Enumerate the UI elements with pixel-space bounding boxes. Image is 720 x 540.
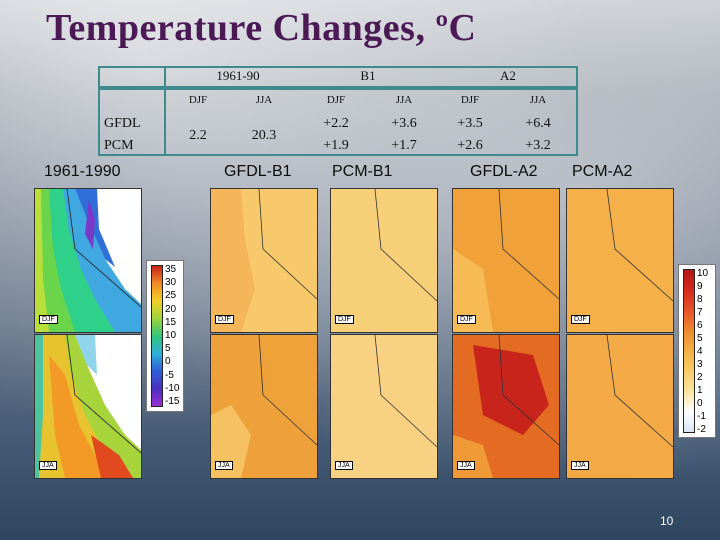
table-header-frame	[98, 66, 578, 88]
colorbar-tick-label: 1	[697, 385, 703, 396]
colorbar-tick-label: 5	[165, 343, 171, 355]
panel-label-gfdl-b1: GFDL-B1	[224, 163, 292, 180]
colorbar-tick-label: -5	[165, 369, 174, 381]
table-divider	[164, 66, 166, 156]
map-pcm-a2-jja: JJA	[566, 334, 674, 479]
season-tag: DJF	[457, 315, 476, 324]
base-djf-value: 2.2	[189, 128, 207, 143]
map-pcm-b1-djf: DJF	[330, 188, 438, 333]
colorbar-tick-label: 15	[165, 316, 177, 328]
season-tag: JJA	[215, 461, 233, 470]
map-pcm-b1-jja: JJA	[330, 334, 438, 479]
map-gfdl-b1-jja: JJA	[210, 334, 318, 479]
colorbar-tick-label: 25	[165, 290, 177, 302]
colorbar-tick-label: 10	[697, 268, 709, 279]
colorbar-tick-label: 8	[697, 294, 703, 305]
group-header-a2: A2	[500, 68, 516, 83]
group-header-base: 1961-90	[216, 68, 260, 83]
colorbar-tick-label: 20	[165, 303, 177, 315]
pcm-value: +1.7	[391, 138, 417, 153]
panel-label-pcm-b1: PCM-B1	[332, 163, 393, 180]
map-gfdl-b1-djf: DJF	[210, 188, 318, 333]
season-tag: DJF	[571, 315, 590, 324]
season-header: JJA	[255, 94, 273, 106]
colorbar-tick-label: 2	[697, 372, 703, 383]
season-header: DJF	[188, 94, 208, 106]
season-header: JJA	[529, 94, 547, 106]
group-header-b1: B1	[360, 68, 376, 83]
gfdl-value: +3.5	[457, 116, 483, 131]
map-gfdl-a2-djf: DJF	[452, 188, 560, 333]
row-label-pcm: PCM	[104, 138, 134, 153]
table-body-frame	[98, 88, 578, 156]
colorbar-tick-label: 5	[697, 333, 703, 344]
row-label-gfdl: GFDL	[104, 116, 141, 131]
season-tag: JJA	[335, 461, 353, 470]
season-tag: JJA	[457, 461, 475, 470]
colorbar-tick-label: 7	[697, 307, 703, 318]
colorbar-tick-label: 35	[165, 264, 177, 275]
colorbar-tick-label: -10	[165, 382, 180, 394]
map-baseline-djf: DJF	[34, 188, 142, 333]
colorbar-tick-label: 10	[165, 330, 177, 341]
colorbar-tick-label: -2	[697, 424, 706, 435]
page-number: 10	[660, 514, 674, 528]
colorbar-tick-label: -15	[165, 396, 180, 407]
colorbar-baseline: 35 30 25 20 15 10 5 0 -5 -10 -15	[146, 260, 184, 412]
colorbar-tick-label: 9	[697, 281, 703, 292]
base-jja-value: 20.3	[251, 128, 277, 143]
season-header: DJF	[326, 94, 346, 106]
map-gfdl-a2-jja: JJA	[452, 334, 560, 479]
season-header: JJA	[395, 94, 413, 106]
slide-title: Temperature Changes, ºC	[46, 7, 477, 49]
gfdl-value: +2.2	[323, 116, 349, 131]
colorbar-tick-label: 3	[697, 359, 703, 370]
panel-label-gfdl-a2: GFDL-A2	[470, 163, 538, 180]
season-tag: DJF	[39, 315, 58, 324]
season-tag: DJF	[215, 315, 234, 324]
panel-label-baseline: 1961-1990	[44, 163, 121, 180]
panel-label-pcm-a2: PCM-A2	[572, 163, 633, 180]
colorbar-change: 10 9 8 7 6 5 4 3 2 1 0 -1 -2	[678, 264, 716, 438]
season-tag: DJF	[335, 315, 354, 324]
pcm-value: +1.9	[323, 138, 349, 153]
map-baseline-jja: JJA	[34, 334, 142, 479]
pcm-value: +2.6	[457, 138, 483, 153]
season-tag: JJA	[571, 461, 589, 470]
gfdl-value: +3.6	[391, 116, 417, 131]
colorbar-tick-label: 4	[697, 346, 703, 357]
colorbar-scale	[151, 265, 163, 407]
map-pcm-a2-djf: DJF	[566, 188, 674, 333]
gfdl-value: +6.4	[525, 116, 551, 131]
colorbar-tick-label: 0	[697, 398, 703, 409]
summary-table: 1961-90 B1 A2 DJF JJA DJF JJA DJF JJA 2.…	[98, 66, 578, 156]
season-tag: JJA	[39, 461, 57, 470]
pcm-value: +3.2	[525, 138, 551, 153]
colorbar-tick-label: 0	[165, 356, 171, 368]
colorbar-scale	[683, 269, 695, 433]
colorbar-tick-label: 6	[697, 320, 703, 331]
season-header: DJF	[460, 94, 480, 106]
colorbar-tick-label: -1	[697, 411, 706, 422]
colorbar-tick-label: 30	[165, 277, 177, 289]
